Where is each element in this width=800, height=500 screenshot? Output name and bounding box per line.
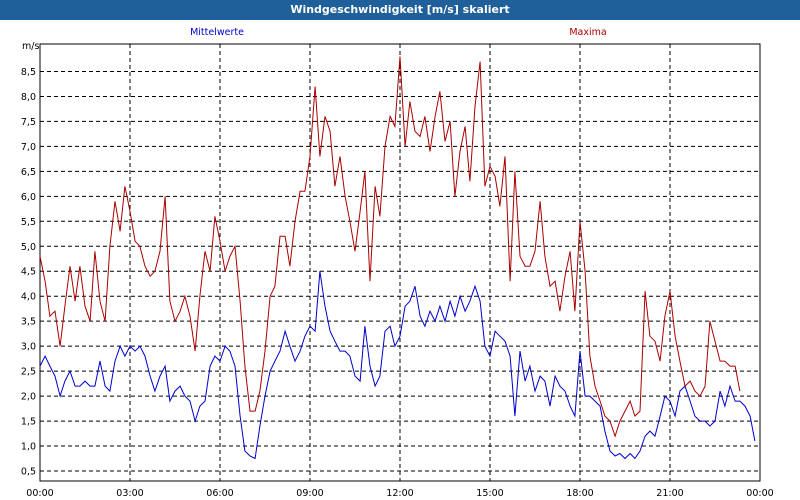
y-tick-label: 5,5 bbox=[21, 217, 36, 228]
series-line-maxima bbox=[39, 56, 741, 438]
series-layer bbox=[39, 56, 756, 460]
x-axis: 00:0007.04.2503:0007.04.2506:0007.04.250… bbox=[26, 488, 773, 499]
y-tick-label: 0,5 bbox=[21, 467, 36, 478]
x-tick-time: 12:00 bbox=[386, 488, 413, 499]
x-tick-time: 00:00 bbox=[746, 488, 773, 499]
window-title-bar: Windgeschwindigkeit [m/s] skaliert bbox=[0, 0, 800, 20]
x-tick-time: 15:00 bbox=[476, 488, 503, 499]
y-tick-label: 7,0 bbox=[21, 142, 36, 153]
legend-maxima: Maxima bbox=[569, 27, 606, 38]
y-tick-label: 8,5 bbox=[21, 67, 36, 78]
y-tick-label: 6,5 bbox=[21, 167, 36, 178]
y-tick-label: 1,0 bbox=[21, 442, 36, 453]
y-tick-label: 8,0 bbox=[21, 92, 36, 103]
y-tick-label: 6,0 bbox=[21, 192, 36, 203]
x-tick-time: 06:00 bbox=[206, 488, 233, 499]
x-tick-time: 03:00 bbox=[116, 488, 143, 499]
y-tick-label: 3,5 bbox=[21, 317, 36, 328]
y-tick-label: 5,0 bbox=[21, 242, 36, 253]
x-tick-time: 09:00 bbox=[296, 488, 323, 499]
x-tick-time: 18:00 bbox=[566, 488, 593, 499]
y-tick-label: 2,0 bbox=[21, 392, 36, 403]
x-tick-time: 21:00 bbox=[656, 488, 683, 499]
y-tick-label: 1,5 bbox=[21, 417, 36, 428]
x-tick-time: 00:00 bbox=[26, 488, 53, 499]
wind-speed-chart: 0,5 1,0 1,5 2,0 2,5 3,0 3,5 4,0 4,5 5,0 5,5 6,0 6,5 7… bbox=[21, 27, 774, 499]
grid-lines bbox=[40, 44, 760, 481]
y-tick-label: 7,5 bbox=[21, 117, 36, 128]
y-axis-label: m/s bbox=[22, 41, 39, 52]
y-tick-label: 4,0 bbox=[21, 292, 36, 303]
y-tick-label: 3,0 bbox=[21, 342, 36, 353]
y-axis: 0,5 1,0 1,5 2,0 2,5 3,0 3,5 4,0 4,5 5,0 5,5 6,0 6,5 7… bbox=[21, 67, 36, 478]
y-tick-label: 2,5 bbox=[21, 367, 36, 378]
legend-mittelwerte: Mittelwerte bbox=[190, 27, 244, 38]
window-title: Windgeschwindigkeit [m/s] skaliert bbox=[290, 3, 510, 16]
y-tick-label: 4,5 bbox=[21, 267, 36, 278]
series-line-mittelwerte bbox=[39, 271, 756, 460]
